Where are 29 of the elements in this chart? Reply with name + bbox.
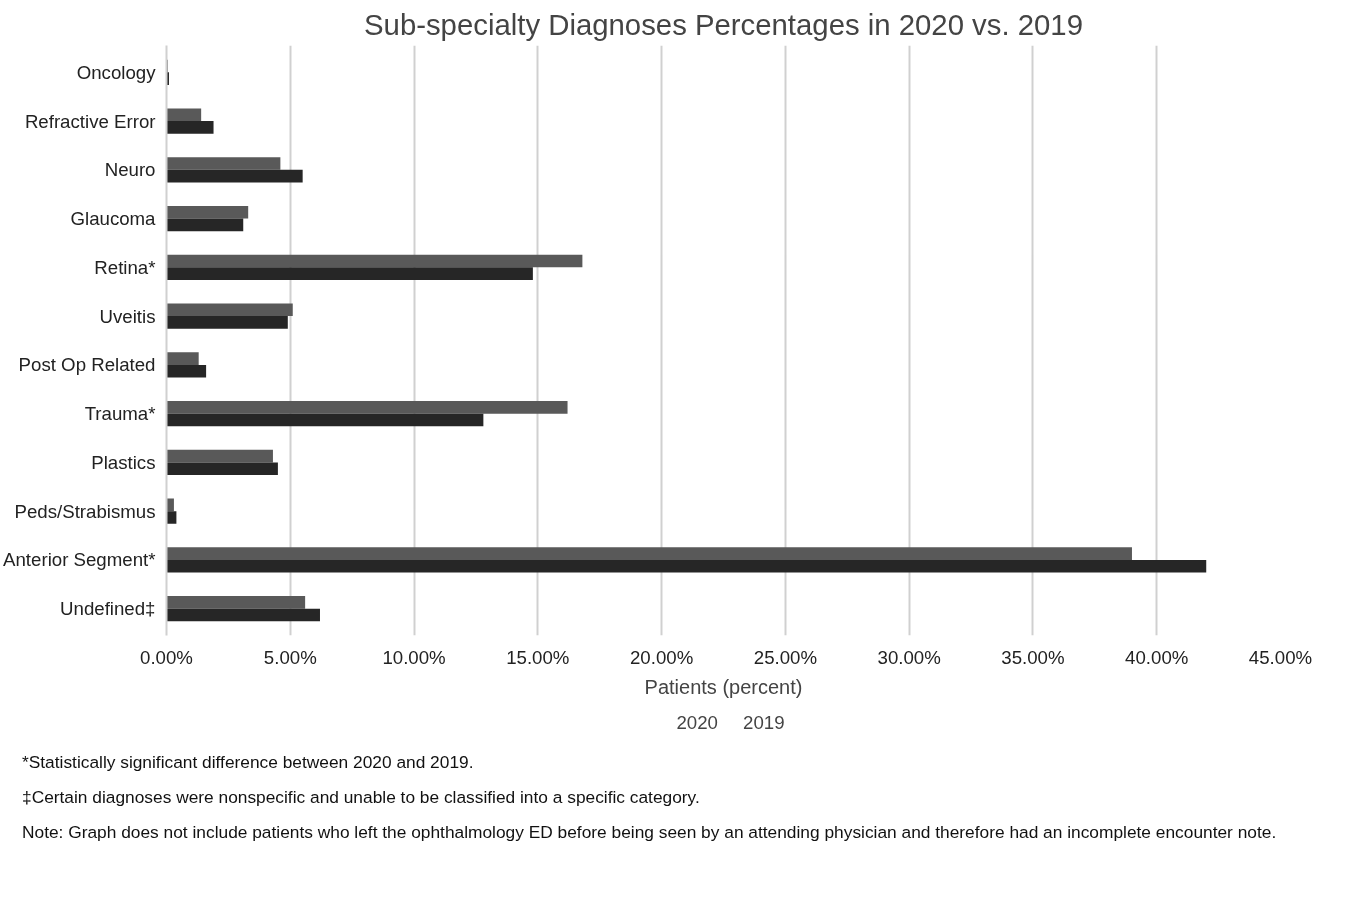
x-axis-title: Patients (percent) — [644, 675, 803, 698]
x-tick-label: 30.00% — [877, 646, 941, 668]
text: 2020 — [676, 711, 718, 734]
y-tick-label: Retina* — [94, 256, 156, 278]
text: *Statistically significant difference between 2020 and 2019. — [22, 751, 474, 774]
y-tick-label: Plastics — [91, 451, 156, 473]
chart-title: Sub-specialty Diagnoses Percentages in 2020 vs. 2019 — [364, 7, 1083, 41]
text: ‡Certain diagnoses were nonspecific and unable to be classified into a specific category. — [22, 785, 700, 809]
x-tick-label: 20.00% — [629, 646, 694, 668]
y-tick-label: Anterior Segment* — [3, 549, 156, 571]
x-tick-label: 10.00% — [382, 646, 446, 668]
x-tick-label: 45.00% — [1248, 646, 1313, 668]
x-tick-label: 40.00% — [1125, 646, 1189, 668]
y-tick-label: Post Op Related — [18, 354, 156, 376]
y-tick-label: Neuro — [104, 159, 156, 181]
y-tick-label: Undefined‡ — [60, 598, 156, 620]
x-tick-label: 25.00% — [753, 646, 818, 668]
text: Note: Graph does not include patients who left the ophthalmology ED before being seen by an attending physician and therefore had an incomplete encounter note. — [22, 820, 1277, 844]
x-tick-label: 35.00% — [1001, 646, 1065, 668]
y-tick-label: Peds/Strabismus — [14, 500, 156, 522]
x-tick-label: 0.00% — [140, 646, 193, 668]
y-tick-label: Oncology — [76, 61, 157, 83]
y-tick-label: Uveitis — [99, 305, 156, 327]
y-tick-label: Trauma* — [84, 403, 156, 425]
y-tick-label: Glaucoma — [70, 208, 157, 230]
x-tick-label: 15.00% — [506, 646, 570, 668]
text: 2019 — [743, 711, 785, 734]
y-tick-label: Refractive Error — [24, 110, 156, 132]
x-tick-label: 5.00% — [263, 646, 317, 668]
